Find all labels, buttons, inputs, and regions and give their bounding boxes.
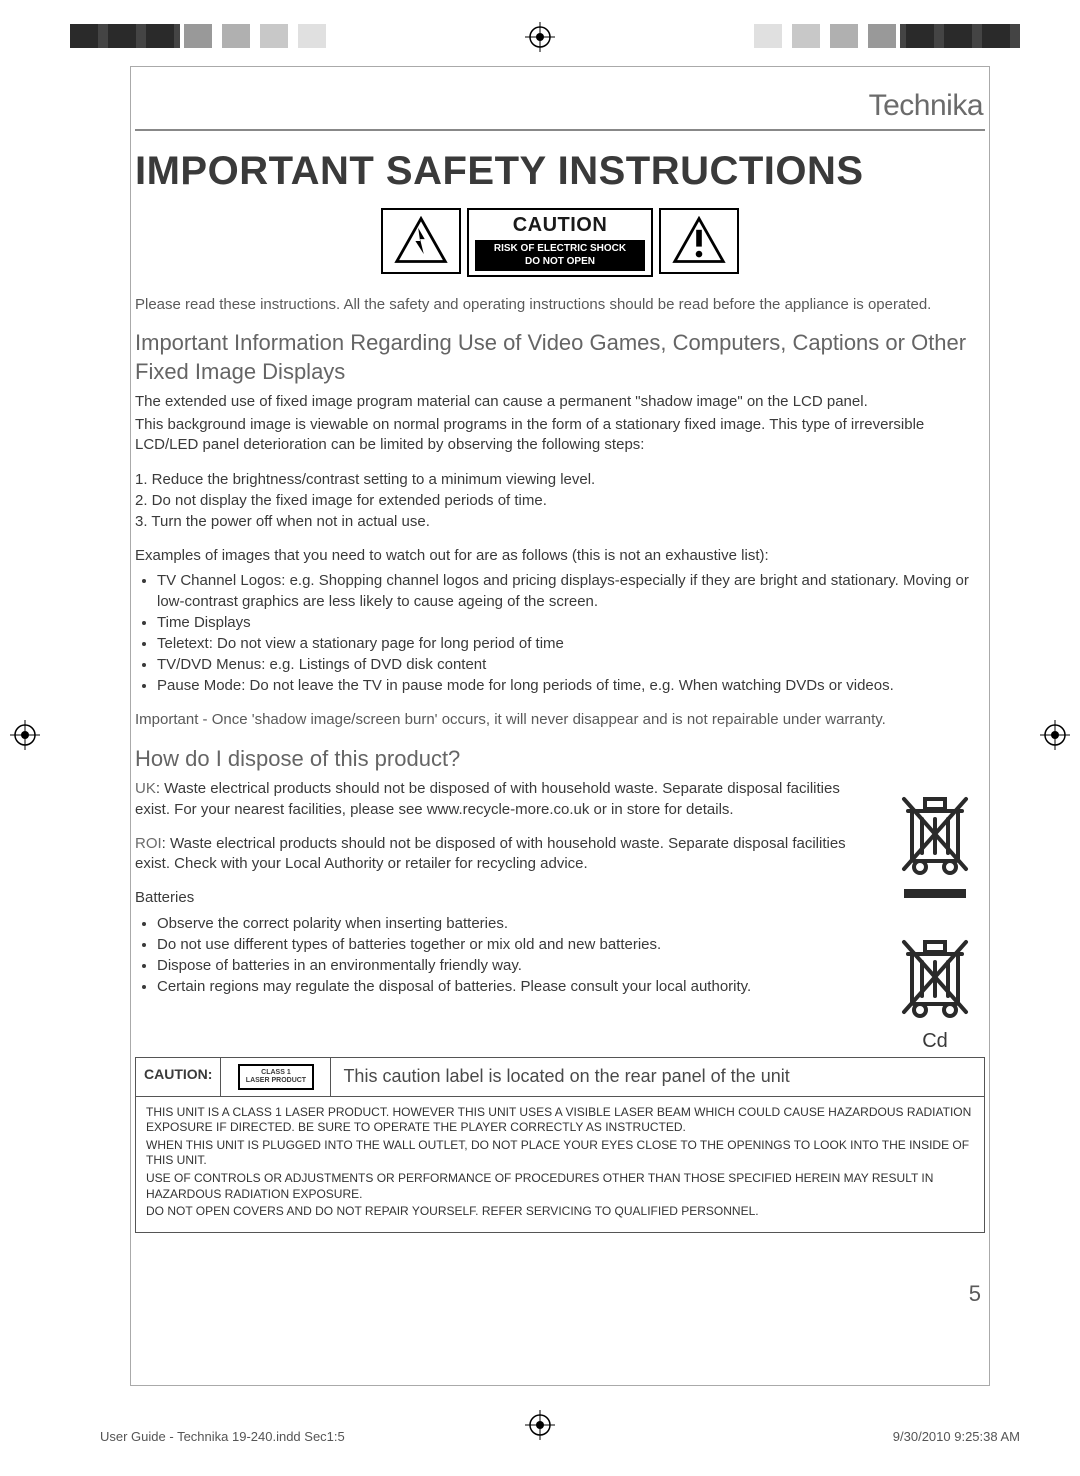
shadow-warning: Important - Once 'shadow image/screen bu… bbox=[135, 710, 985, 730]
section1-p2: This background image is viewable on nor… bbox=[135, 415, 985, 456]
example-item: Teletext: Do not view a stationary page … bbox=[157, 633, 985, 654]
intro-paragraph: Please read these instructions. All the … bbox=[135, 295, 985, 315]
examples-list: TV Channel Logos: e.g. Shopping channel … bbox=[135, 570, 985, 696]
battery-item: Certain regions may regulate the disposa… bbox=[157, 976, 865, 997]
caution-line2: DO NOT OPEN bbox=[475, 256, 645, 269]
caution-title: CAUTION bbox=[475, 214, 645, 237]
laser-p1: THIS UNIT IS A CLASS 1 LASER PRODUCT. HO… bbox=[146, 1105, 974, 1136]
laser-caution-label: CAUTION: bbox=[136, 1058, 221, 1095]
exclamation-warning-icon bbox=[659, 208, 739, 274]
step-item: 2. Do not display the fixed image for ex… bbox=[135, 490, 985, 511]
uk-text: : Waste electrical products should not b… bbox=[135, 780, 840, 817]
uk-label: UK bbox=[135, 780, 156, 797]
step-item: 1. Reduce the brightness/contrast settin… bbox=[135, 469, 985, 490]
battery-item: Observe the correct polarity when insert… bbox=[157, 913, 865, 934]
battery-item: Dispose of batteries in an environmental… bbox=[157, 955, 865, 976]
weee-bin-cd-icon bbox=[890, 928, 980, 1028]
section2-heading: How do I dispose of this product? bbox=[135, 745, 985, 774]
page: Technika IMPORTANT SAFETY INSTRUCTIONS C… bbox=[0, 0, 1080, 1476]
weee-icons: Cd bbox=[885, 779, 985, 1053]
page-number: 5 bbox=[135, 1233, 985, 1313]
dispose-row: UK: Waste electrical products should not… bbox=[135, 779, 985, 1053]
step-item: 3. Turn the power off when not in actual… bbox=[135, 511, 985, 532]
laser-p4: DO NOT OPEN COVERS AND DO NOT REPAIR YOU… bbox=[146, 1204, 974, 1220]
laser-class-line1: CLASS 1 bbox=[246, 1069, 306, 1077]
batteries-list: Observe the correct polarity when insert… bbox=[135, 913, 865, 997]
cd-label: Cd bbox=[890, 1030, 980, 1053]
footer-left: User Guide - Technika 19-240.indd Sec1:5 bbox=[100, 1429, 345, 1444]
brand-name: Technika bbox=[135, 67, 985, 129]
registration-mark-icon bbox=[10, 720, 40, 750]
example-item: TV Channel Logos: e.g. Shopping channel … bbox=[157, 570, 985, 612]
laser-class-badge: CLASS 1 LASER PRODUCT bbox=[221, 1058, 331, 1095]
registration-mark-icon bbox=[525, 22, 555, 52]
laser-body: THIS UNIT IS A CLASS 1 LASER PRODUCT. HO… bbox=[136, 1097, 984, 1232]
steps-list: 1. Reduce the brightness/contrast settin… bbox=[135, 469, 985, 532]
section1-p1: The extended use of fixed image program … bbox=[135, 392, 985, 412]
lightning-warning-icon bbox=[381, 208, 461, 274]
laser-caution-box: CAUTION: CLASS 1 LASER PRODUCT This caut… bbox=[135, 1057, 985, 1233]
example-item: Pause Mode: Do not leave the TV in pause… bbox=[157, 675, 985, 696]
page-title: IMPORTANT SAFETY INSTRUCTIONS bbox=[135, 149, 985, 194]
batteries-heading: Batteries bbox=[135, 888, 865, 908]
caution-symbol-row: CAUTION RISK OF ELECTRIC SHOCK DO NOT OP… bbox=[135, 208, 985, 277]
caution-line1: RISK OF ELECTRIC SHOCK bbox=[475, 243, 645, 256]
examples-intro: Examples of images that you need to watc… bbox=[135, 546, 985, 566]
roi-paragraph: ROI: Waste electrical products should no… bbox=[135, 834, 865, 875]
brand-underline bbox=[135, 129, 985, 131]
laser-p2: WHEN THIS UNIT IS PLUGGED INTO THE WALL … bbox=[146, 1138, 974, 1169]
roi-label: ROI bbox=[135, 835, 162, 852]
section1-heading: Important Information Regarding Use of V… bbox=[135, 329, 985, 386]
footer-right: 9/30/2010 9:25:38 AM bbox=[893, 1429, 1020, 1444]
caution-text-box: CAUTION RISK OF ELECTRIC SHOCK DO NOT OP… bbox=[467, 208, 653, 277]
battery-item: Do not use different types of batteries … bbox=[157, 934, 865, 955]
example-item: Time Displays bbox=[157, 612, 985, 633]
content-frame: Technika IMPORTANT SAFETY INSTRUCTIONS C… bbox=[130, 66, 990, 1386]
laser-class-line2: LASER PRODUCT bbox=[246, 1077, 306, 1085]
registration-mark-icon bbox=[1040, 720, 1070, 750]
roi-text: : Waste electrical products should not b… bbox=[135, 835, 846, 872]
weee-bin-icon bbox=[890, 785, 980, 885]
footer: User Guide - Technika 19-240.indd Sec1:5… bbox=[100, 1429, 1020, 1444]
laser-p3: USE OF CONTROLS OR ADJUSTMENTS OR PERFOR… bbox=[146, 1171, 974, 1202]
uk-paragraph: UK: Waste electrical products should not… bbox=[135, 779, 865, 820]
laser-message: This caution label is located on the rea… bbox=[331, 1058, 984, 1095]
example-item: TV/DVD Menus: e.g. Listings of DVD disk … bbox=[157, 654, 985, 675]
